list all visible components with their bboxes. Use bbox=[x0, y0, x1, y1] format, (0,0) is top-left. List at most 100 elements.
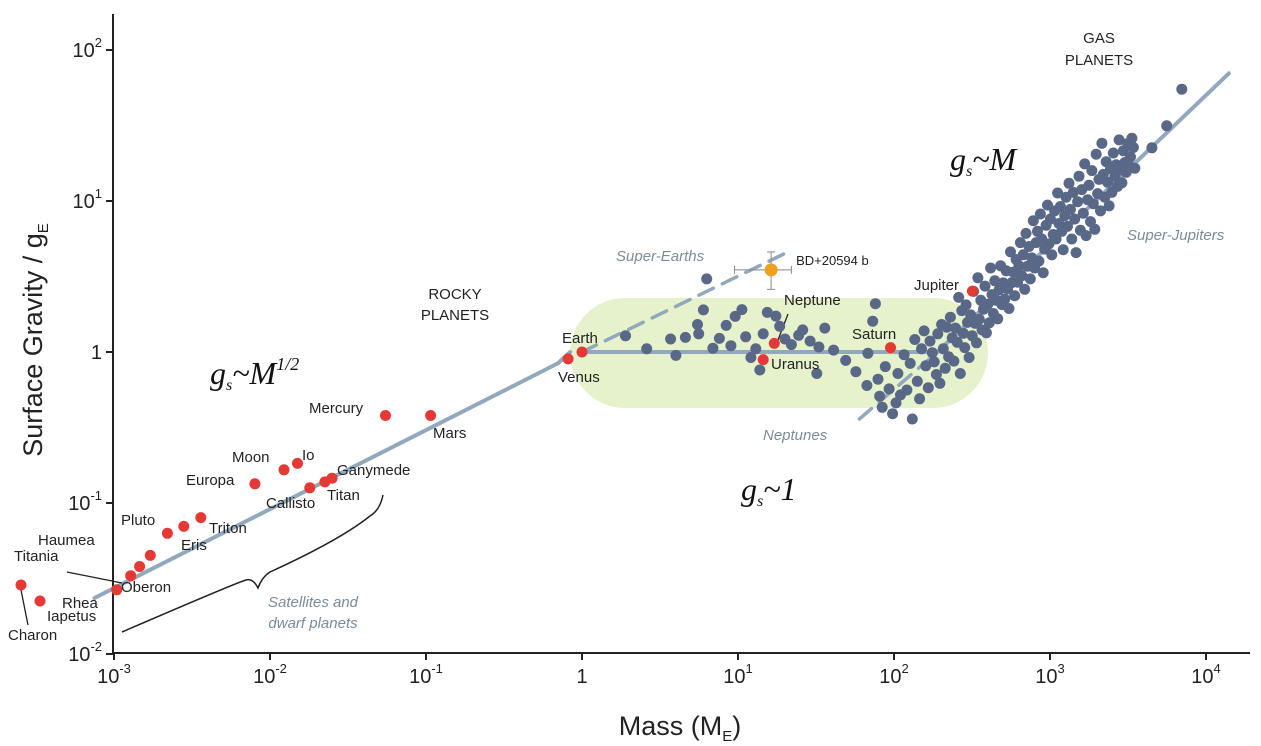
super-earths-label: Super-Earths bbox=[616, 248, 705, 265]
exoplanet-point bbox=[1062, 220, 1073, 232]
exoplanet-point bbox=[1057, 244, 1069, 256]
exoplanet-point bbox=[979, 280, 991, 292]
exoplanet-point bbox=[963, 352, 975, 363]
exoplanet-point bbox=[1044, 213, 1056, 225]
exoplanet-point bbox=[828, 344, 840, 356]
planet-label: Earth bbox=[562, 330, 598, 347]
exoplanet-point bbox=[713, 332, 725, 344]
exoplanet-point bbox=[922, 382, 934, 394]
exoplanet-point bbox=[918, 325, 930, 337]
exoplanet-point bbox=[813, 341, 825, 353]
x-tick-label: 102 bbox=[879, 661, 908, 688]
exoplanet-point bbox=[1046, 249, 1058, 261]
planet-label: Uranus bbox=[771, 356, 819, 373]
planet-label: Moon bbox=[232, 449, 270, 466]
exoplanet-point bbox=[1089, 223, 1101, 235]
planet-point bbox=[161, 527, 173, 539]
exoplanet-point bbox=[924, 335, 936, 347]
exoplanet-point bbox=[1070, 247, 1082, 259]
planet-point bbox=[326, 472, 338, 484]
exoplanet-point bbox=[1146, 142, 1158, 154]
exoplanet-point bbox=[1077, 207, 1089, 219]
exoplanet-point bbox=[850, 366, 862, 378]
planet-label: Neptune bbox=[784, 292, 841, 309]
exoplanet-point bbox=[1003, 303, 1015, 314]
satellites-label: Satellites and bbox=[268, 594, 359, 611]
exoplanet-point bbox=[811, 368, 823, 379]
planet-point bbox=[768, 337, 780, 349]
exoplanet-point bbox=[869, 298, 881, 310]
exoplanet-point bbox=[953, 291, 965, 303]
exoplanet-point bbox=[1083, 179, 1095, 191]
planet-point bbox=[966, 285, 978, 297]
exoplanet-point bbox=[872, 373, 884, 385]
x-tick-label: 10-2 bbox=[253, 661, 287, 688]
exoplanet-point bbox=[729, 310, 741, 322]
planet-point bbox=[249, 478, 261, 490]
exoplanet-point bbox=[1027, 215, 1039, 227]
planet-point bbox=[562, 353, 574, 365]
exoplanet-point bbox=[1080, 230, 1092, 242]
exoplanet-point bbox=[692, 319, 703, 330]
exoplanet-point bbox=[973, 313, 985, 325]
exoplanet-point bbox=[1020, 227, 1032, 239]
rocky-planets-label: ROCKY bbox=[428, 286, 481, 303]
exoplanet-point bbox=[679, 331, 691, 343]
charon-leader-line bbox=[20, 589, 29, 626]
exoplanet-point bbox=[1054, 201, 1066, 212]
exoplanet-point bbox=[1102, 176, 1114, 188]
exoplanet-point bbox=[1033, 255, 1045, 267]
exoplanet-point bbox=[1019, 283, 1031, 295]
exoplanet-point bbox=[697, 304, 709, 316]
exoplanet-point bbox=[928, 356, 940, 368]
exoplanet-point bbox=[1127, 142, 1139, 153]
exoplanet-point bbox=[959, 342, 971, 354]
x-tick-label: 104 bbox=[1191, 661, 1220, 688]
exoplanet-point bbox=[757, 328, 769, 340]
exoplanet-point bbox=[1103, 200, 1115, 212]
exoplanet-point bbox=[914, 393, 926, 405]
gas-planets-label: GAS bbox=[1083, 30, 1115, 47]
exoplanet-point bbox=[939, 362, 951, 374]
planet-label: Eris bbox=[181, 537, 207, 554]
exoplanet-point bbox=[890, 397, 902, 409]
exoplanet-point bbox=[1014, 237, 1026, 249]
exoplanet-point bbox=[930, 369, 942, 380]
exoplanet-point bbox=[898, 349, 910, 361]
annotations bbox=[20, 251, 792, 633]
planet-point bbox=[134, 561, 146, 572]
y-tick-label: 102 bbox=[73, 35, 102, 62]
exoplanet-point bbox=[985, 262, 997, 274]
planet-point bbox=[111, 584, 123, 596]
exoplanet-point bbox=[707, 342, 719, 354]
exoplanet-point bbox=[1016, 270, 1028, 282]
x-tick-label: 1 bbox=[576, 666, 587, 688]
exoplanet-point bbox=[750, 343, 762, 355]
exoplanet-point bbox=[1050, 233, 1062, 245]
exoplanet-point bbox=[1066, 233, 1078, 245]
law-sqrt-label: gs~M1/2 bbox=[210, 354, 299, 394]
exoplanet-point bbox=[1113, 134, 1125, 146]
planet-point bbox=[380, 410, 391, 421]
exoplanet-point bbox=[1069, 213, 1081, 225]
exoplanet-point bbox=[620, 330, 631, 342]
y-tick-label: 1 bbox=[91, 342, 102, 364]
planet-label: Saturn bbox=[852, 326, 896, 343]
exoplanet-point bbox=[1079, 158, 1091, 170]
exoplanet-point bbox=[1086, 165, 1098, 177]
exoplanet-point bbox=[785, 339, 797, 351]
y-tick-label: 10-1 bbox=[68, 488, 102, 515]
exoplanet-point bbox=[1005, 246, 1016, 258]
exoplanet-point bbox=[904, 357, 916, 369]
planet-label: Mars bbox=[433, 425, 466, 442]
satellites-brace bbox=[121, 494, 384, 633]
exoplanet-point bbox=[916, 343, 927, 355]
exoplanet-point bbox=[1129, 162, 1141, 174]
law-flat-label: gs~1 bbox=[741, 471, 797, 510]
planet-point bbox=[15, 579, 27, 591]
exoplanet-point bbox=[1116, 177, 1128, 189]
exoplanet-point bbox=[745, 352, 757, 363]
exoplanet-point bbox=[960, 299, 972, 311]
planet-label: Titan bbox=[327, 487, 360, 504]
